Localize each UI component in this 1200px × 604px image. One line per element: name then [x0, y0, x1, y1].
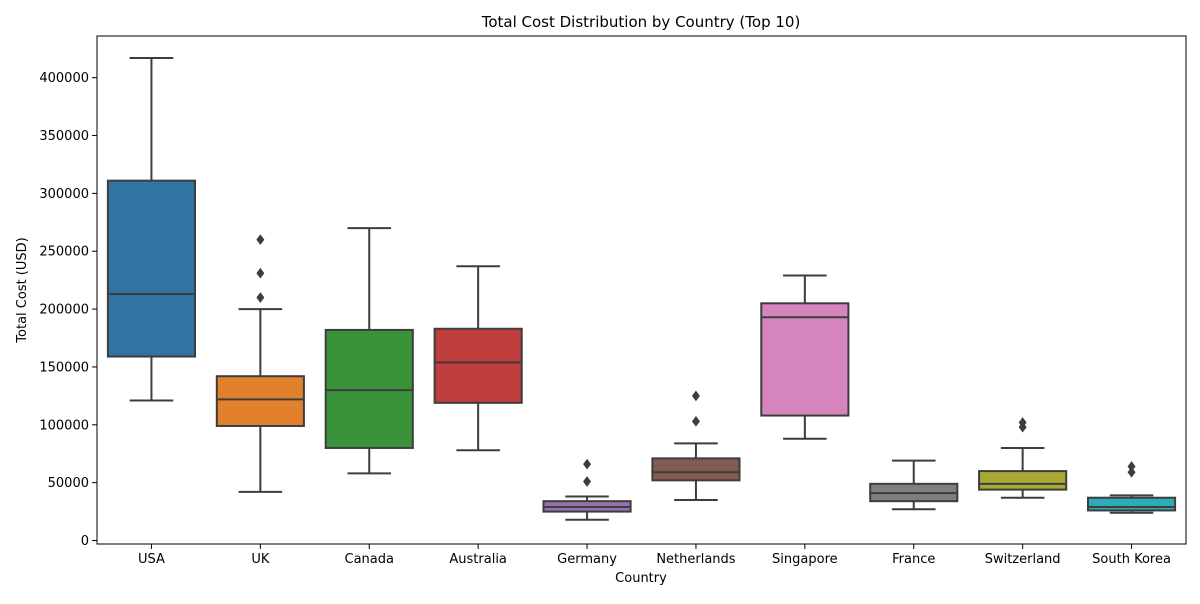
box-iqr [651, 457, 741, 482]
box-iqr [215, 375, 305, 427]
box-group-singapore [760, 274, 850, 440]
outlier-point [583, 476, 592, 487]
box-group-canada [324, 227, 414, 475]
chart-title: Total Cost Distribution by Country (Top … [481, 13, 801, 31]
y-tick-label: 250000 [39, 245, 89, 260]
box-group-germany [542, 458, 632, 521]
box-group-australia [433, 265, 523, 452]
x-tick-label: Singapore [772, 552, 838, 567]
outlier-point [256, 267, 265, 279]
outlier-point [1127, 466, 1136, 478]
outlier-point [256, 292, 265, 303]
y-axis-title: Total Cost (USD) [15, 237, 30, 343]
plot-frame [96, 35, 1187, 545]
outlier-point [256, 234, 265, 245]
x-tick-label: UK [251, 552, 270, 567]
x-tick-label: South Korea [1092, 552, 1171, 567]
x-tick-label: Germany [557, 552, 617, 567]
box-group-south-korea [1086, 461, 1177, 514]
box-iqr [1086, 496, 1177, 512]
box-iqr [978, 470, 1068, 491]
outlier-point [691, 390, 700, 402]
y-tick-label: 350000 [39, 129, 89, 144]
box-group-uk [215, 234, 305, 493]
outlier-point [1018, 417, 1027, 428]
y-tick-label: 50000 [48, 476, 89, 491]
y-tick-label: 100000 [39, 418, 89, 433]
x-tick-label: Canada [345, 552, 394, 567]
x-tick-label: Australia [449, 552, 507, 567]
plot-area: 0 50000 100000 150000 200000 250000 300000 3500… [39, 56, 1177, 567]
x-tick-label: USA [138, 552, 165, 567]
box-iqr [433, 327, 523, 404]
box-iqr [760, 302, 850, 417]
y-tick-label: 150000 [39, 360, 89, 375]
y-tick-label: 400000 [39, 71, 89, 86]
box-iqr [324, 328, 414, 449]
x-axis-title: Country [615, 571, 667, 586]
box-group-usa [106, 56, 197, 402]
outlier-point [691, 416, 700, 427]
x-tick-label: France [892, 552, 935, 567]
box-group-switzerland [978, 417, 1068, 499]
outlier-point [1127, 461, 1136, 472]
y-tick-label: 200000 [39, 303, 89, 318]
outlier-point [583, 458, 592, 470]
x-tick-label: Netherlands [656, 552, 735, 567]
x-tick-label: Switzerland [985, 552, 1061, 567]
box-group-france [869, 459, 959, 511]
y-tick-label: 300000 [39, 187, 89, 202]
y-tick-label: 0 [81, 534, 89, 549]
box-group-netherlands [651, 390, 741, 502]
box-iqr [106, 179, 197, 358]
